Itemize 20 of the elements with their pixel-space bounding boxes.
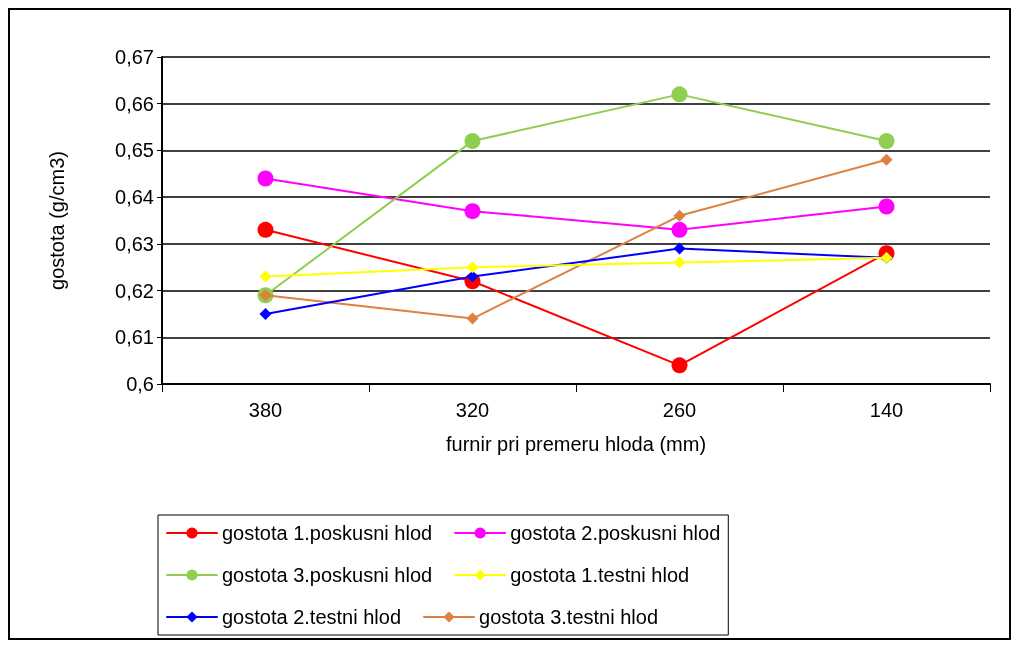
y-axis-title: gostota (g/cm3): [46, 151, 68, 290]
legend-label: gostota 2.testni hlod: [222, 606, 402, 628]
y-tick-label: 0,61: [115, 326, 154, 349]
y-tick-label: 0,67: [115, 46, 154, 68]
legend-label: gostota 1.testni hlod: [510, 564, 690, 586]
y-tick-label: 0,6: [126, 373, 154, 395]
x-tick-label: 320: [455, 399, 490, 421]
y-tick-label: 0,64: [115, 186, 154, 209]
legend-label: gostota 3.testni hlod: [479, 606, 659, 628]
x-tick-label: 140: [869, 399, 904, 421]
x-tick-label: 260: [662, 399, 697, 421]
x-tick-label: 380: [248, 399, 283, 421]
y-tick-label: 0,62: [115, 279, 154, 302]
y-tick-label: 0,63: [115, 232, 154, 255]
legend-label: gostota 1.poskusni hlod: [222, 522, 433, 544]
legend-label: gostota 3.poskusni hlod: [222, 564, 433, 586]
y-tick-label: 0,66: [115, 92, 154, 115]
legend-label: gostota 2.poskusni hlod: [510, 522, 721, 544]
x-axis-title: furnir pri premeru hloda (mm): [445, 433, 707, 455]
y-tick-label: 0,65: [115, 139, 154, 162]
